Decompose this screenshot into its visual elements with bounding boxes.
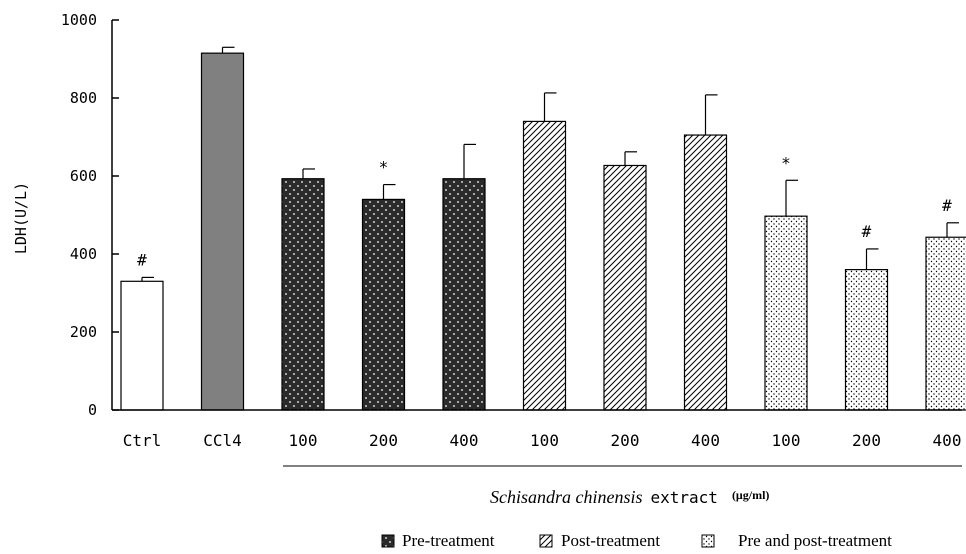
bar — [442, 178, 486, 411]
error-bar — [785, 179, 798, 217]
bar — [764, 215, 808, 411]
x-tick-label: 100 — [289, 431, 318, 450]
legend-label: Pre-treatment — [402, 531, 495, 550]
legend-swatch — [539, 534, 553, 548]
bars-group — [120, 52, 966, 411]
x-tick-label: 400 — [933, 431, 962, 450]
error-bars-group — [141, 46, 959, 282]
x-tick-label: 400 — [691, 431, 720, 450]
legend-swatch — [701, 534, 715, 548]
y-tick-label: 0 — [88, 401, 97, 419]
bar — [120, 280, 164, 411]
error-bar — [302, 168, 315, 179]
y-tick-label: 1000 — [61, 11, 97, 29]
error-bar — [624, 151, 637, 166]
bar — [522, 120, 567, 411]
bar — [603, 164, 647, 411]
significance-annotation: * — [379, 158, 389, 177]
y-axis-label: LDH(U/L) — [12, 182, 30, 254]
bar — [281, 178, 325, 411]
y-tick-label: 400 — [70, 245, 97, 263]
y-tick-label: 200 — [70, 323, 97, 341]
axes-group — [111, 20, 962, 411]
legend-item-pre: Pre-treatment — [381, 531, 495, 550]
group-label-unit: (μg/ml) — [732, 488, 769, 502]
y-tick-label: 600 — [70, 167, 97, 185]
annotations-group: # * * # # — [137, 153, 952, 269]
x-tick-label: CCl4 — [203, 431, 242, 450]
y-ticks-group: 0 200 400 600 800 1000 — [61, 11, 119, 419]
bar — [361, 198, 406, 411]
y-tick-label: 800 — [70, 89, 97, 107]
group-label-suffix: extract — [651, 488, 718, 507]
error-bar — [946, 222, 959, 238]
legend-item-prepost: Pre and post-treatment — [701, 531, 892, 550]
legend-label: Post-treatment — [561, 531, 660, 550]
significance-annotation: # — [137, 250, 147, 269]
bar — [683, 134, 728, 411]
error-bar — [221, 46, 235, 54]
error-bar — [382, 183, 396, 200]
error-bar — [865, 248, 879, 270]
bar — [200, 52, 245, 411]
legend-swatch — [381, 534, 395, 548]
x-tick-label: 100 — [772, 431, 801, 450]
x-tick-label: 200 — [611, 431, 640, 450]
bar — [844, 269, 889, 411]
x-tick-label: Ctrl — [123, 431, 162, 450]
significance-annotation: # — [942, 196, 952, 215]
x-tick-label: 400 — [450, 431, 479, 450]
legend-label: Pre and post-treatment — [738, 531, 892, 550]
significance-annotation: * — [781, 153, 791, 172]
significance-annotation: # — [862, 222, 872, 241]
error-bar — [704, 94, 718, 136]
error-bar — [141, 276, 154, 282]
legend-item-post: Post-treatment — [539, 531, 660, 550]
x-ticks-group: Ctrl CCl4 100 200 400 100 200 400 100 200 400 — [123, 431, 962, 450]
x-tick-label: 200 — [369, 431, 398, 450]
error-bar — [543, 92, 557, 122]
error-bar — [463, 143, 476, 179]
group-label: Schisandra chinensis extract (μg/ml) — [490, 487, 769, 507]
x-tick-label: 100 — [530, 431, 559, 450]
x-tick-label: 200 — [852, 431, 881, 450]
bar — [925, 236, 966, 411]
group-label-species: Schisandra chinensis — [490, 487, 643, 507]
legend: Pre-treatment Post-treatment Pre and post-… — [381, 531, 892, 550]
